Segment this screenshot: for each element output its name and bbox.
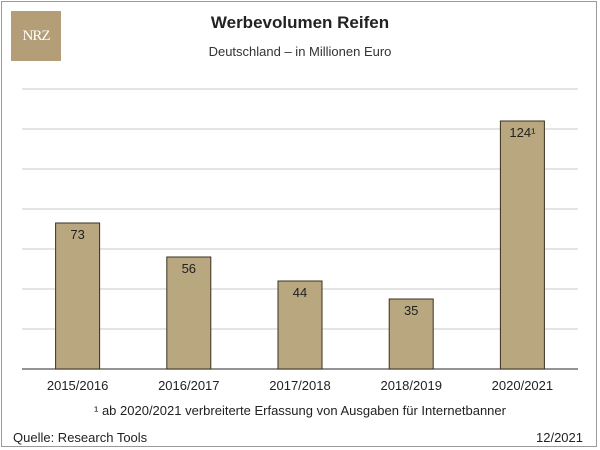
data-label: 56: [182, 261, 196, 276]
bar-3: [388, 298, 434, 370]
bar-4: [499, 120, 545, 370]
chart-title: Werbevolumen Reifen: [210, 13, 390, 32]
x-tick-label: 2015/2016: [47, 378, 108, 393]
data-label: 73: [70, 227, 84, 242]
x-tick-label: 2016/2017: [158, 378, 219, 393]
date-label: 12/2021: [536, 430, 583, 445]
logo: NRZ: [11, 11, 61, 61]
x-tick-label: 2017/2018: [269, 378, 330, 393]
data-label: 44: [293, 285, 307, 300]
data-label: 124¹: [509, 125, 536, 140]
x-tick-label: 2018/2019: [380, 378, 441, 393]
data-label: 35: [404, 303, 418, 318]
x-tick-label: 2020/2021: [492, 378, 553, 393]
bar-1: [166, 256, 212, 370]
source-label: Quelle: Research Tools: [13, 430, 148, 445]
footnote: ¹ ab 2020/2021 verbreiterte Erfassung vo…: [94, 403, 506, 418]
bar-0: [55, 222, 101, 370]
bar-2: [277, 280, 323, 370]
chart-subtitle: Deutschland – in Millionen Euro: [208, 44, 392, 59]
